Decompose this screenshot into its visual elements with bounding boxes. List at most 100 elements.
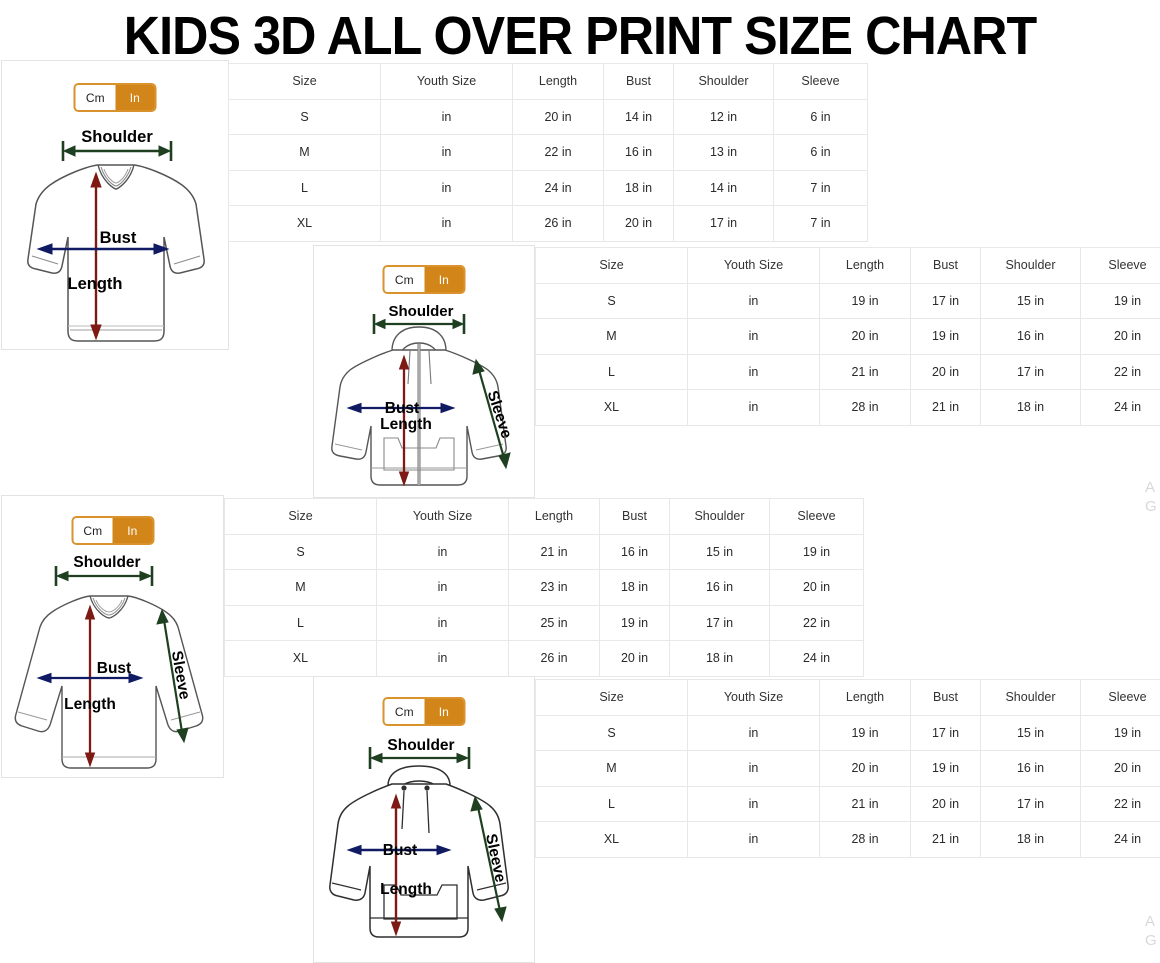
garment-diagram-t-shirt: Shoulder Length — [2, 119, 228, 347]
unit-toggle-zip-hoodie[interactable]: Cm In — [382, 265, 466, 294]
length-dimension — [398, 354, 410, 487]
cell-length: 21 in — [819, 353, 911, 390]
bust-dimension — [36, 243, 170, 255]
garment-diagram-long-sleeve-tee: Shoulder Length — [2, 554, 223, 776]
col-header-length: Length — [819, 247, 911, 284]
unit-toggle-cm[interactable]: Cm — [384, 267, 424, 292]
col-header-sleeve: Sleeve — [1080, 679, 1160, 716]
cell-bust: 20 in — [603, 205, 674, 242]
cell-size: M — [228, 134, 381, 171]
unit-toggle-in[interactable]: In — [112, 518, 152, 543]
table-row: S in 21 in 16 in 15 in 19 in — [224, 533, 864, 570]
cell-shoulder: 18 in — [980, 389, 1081, 426]
table-row: M in 20 in 19 in 16 in 20 in — [535, 750, 1160, 787]
cell-youth-size: in — [687, 389, 820, 426]
unit-toggle-cm[interactable]: Cm — [384, 699, 424, 724]
cell-bust: 17 in — [910, 282, 981, 319]
unit-toggle-in[interactable]: In — [424, 699, 464, 724]
cell-bust: 17 in — [910, 714, 981, 751]
col-header-size: Size — [535, 247, 688, 284]
length-dimension — [84, 604, 96, 768]
sleeve-dimension — [156, 608, 189, 744]
cell-bust: 20 in — [910, 353, 981, 390]
cell-size: XL — [224, 640, 377, 677]
unit-toggle-t-shirt[interactable]: Cm In — [73, 83, 157, 112]
table-row: M in 20 in 19 in 16 in 20 in — [535, 318, 1160, 355]
garment-diagram-pullover-hoodie: Shoulder — [314, 733, 534, 961]
table-row: S in 19 in 17 in 15 in 19 in — [535, 282, 1160, 319]
col-header-youth-size: Youth Size — [687, 247, 820, 284]
sleeve-dimension — [470, 795, 507, 923]
cell-sleeve: 7 in — [773, 169, 868, 206]
table-row: S in 20 in 14 in 12 in 6 in — [228, 98, 868, 135]
cell-shoulder: 18 in — [669, 640, 770, 677]
cell-size: M — [535, 750, 688, 787]
unit-toggle-cm[interactable]: Cm — [75, 85, 115, 110]
col-header-bust: Bust — [599, 498, 670, 535]
cell-youth-size: in — [376, 604, 509, 641]
col-header-youth-size: Youth Size — [687, 679, 820, 716]
diagram-panel-t-shirt: Cm In Shoulder — [1, 60, 229, 350]
table-row: S in 19 in 17 in 15 in 19 in — [535, 714, 1160, 751]
pullover-hoodie-outline — [329, 765, 509, 938]
cell-youth-size: in — [380, 205, 513, 242]
unit-toggle-in[interactable]: In — [424, 267, 464, 292]
cell-youth-size: in — [687, 821, 820, 858]
cell-sleeve: 20 in — [1080, 750, 1160, 787]
cell-bust: 16 in — [599, 533, 670, 570]
cell-shoulder: 15 in — [980, 714, 1081, 751]
cell-length: 21 in — [819, 785, 911, 822]
cell-bust: 16 in — [603, 134, 674, 171]
col-header-sleeve: Sleeve — [1080, 247, 1160, 284]
cell-sleeve: 6 in — [773, 98, 868, 135]
t-shirt-svg: Shoulder Length — [27, 128, 205, 342]
watermark-line-1: A — [1145, 913, 1156, 930]
cell-sleeve: 19 in — [1080, 714, 1160, 751]
cell-length: 26 in — [512, 205, 604, 242]
bust-dimension — [36, 672, 144, 684]
shoulder-dimension — [372, 314, 466, 334]
table-header-row: Size Youth Size Length Bust Shoulder Sle… — [228, 63, 868, 100]
unit-toggle-long-sleeve-tee[interactable]: Cm In — [71, 516, 154, 545]
cell-size: XL — [228, 205, 381, 242]
col-header-youth-size: Youth Size — [376, 498, 509, 535]
cell-bust: 20 in — [599, 640, 670, 677]
cell-shoulder: 16 in — [669, 569, 770, 606]
unit-toggle-in[interactable]: In — [115, 85, 155, 110]
cell-youth-size: in — [687, 785, 820, 822]
col-header-length: Length — [512, 63, 604, 100]
bust-label: Bust — [100, 229, 137, 247]
cell-shoulder: 12 in — [673, 98, 774, 135]
table-header-row: Size Youth Size Length Bust Shoulder Sle… — [535, 247, 1160, 284]
cell-sleeve: 6 in — [773, 134, 868, 171]
cell-bust: 21 in — [910, 821, 981, 858]
cell-length: 24 in — [512, 169, 604, 206]
cell-bust: 19 in — [910, 750, 981, 787]
t-shirt-outline — [27, 164, 205, 342]
unit-toggle-pullover-hoodie[interactable]: Cm In — [382, 697, 466, 726]
col-header-size: Size — [228, 63, 381, 100]
cell-length: 19 in — [819, 714, 911, 751]
cell-youth-size: in — [687, 714, 820, 751]
cell-bust: 14 in — [603, 98, 674, 135]
col-header-sleeve: Sleeve — [769, 498, 864, 535]
cell-shoulder: 18 in — [980, 821, 1081, 858]
cell-shoulder: 17 in — [673, 205, 774, 242]
cell-shoulder: 17 in — [669, 604, 770, 641]
length-dimension — [390, 793, 402, 937]
cell-youth-size: in — [380, 98, 513, 135]
shoulder-label: Shoulder — [388, 303, 453, 320]
cell-youth-size: in — [687, 318, 820, 355]
diagram-panel-long-sleeve-tee: Cm In Shoulder — [1, 495, 224, 778]
cell-bust: 18 in — [599, 569, 670, 606]
cell-youth-size: in — [376, 569, 509, 606]
watermark-line-2: G — [1145, 932, 1157, 949]
cell-length: 28 in — [819, 821, 911, 858]
unit-toggle-cm[interactable]: Cm — [73, 518, 113, 543]
cell-size: M — [535, 318, 688, 355]
length-label: Length — [68, 275, 123, 293]
cell-size: XL — [535, 389, 688, 426]
col-header-bust: Bust — [910, 679, 981, 716]
watermark-bottom: A G — [1145, 912, 1160, 952]
